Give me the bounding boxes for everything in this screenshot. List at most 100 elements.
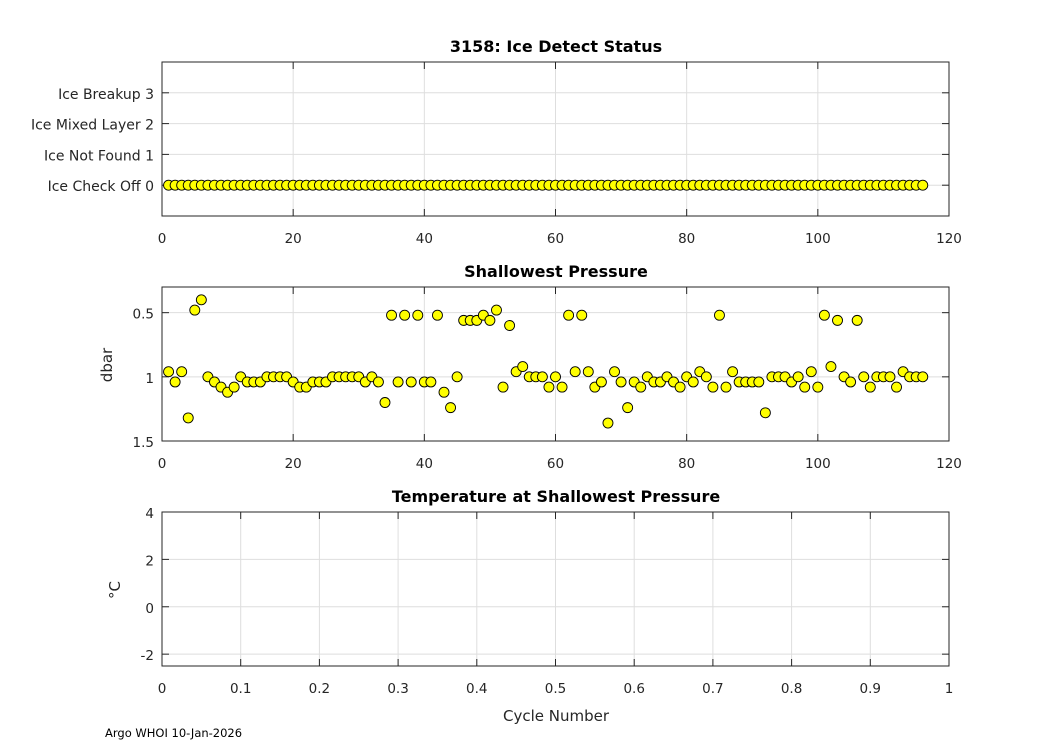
data-point — [576, 309, 588, 321]
x-tick-label: 40 — [416, 456, 433, 472]
data-point — [832, 314, 843, 326]
data-point — [497, 381, 509, 393]
data-point — [884, 371, 896, 383]
data-point — [812, 381, 824, 393]
data-point — [569, 366, 581, 378]
data-point — [792, 371, 804, 383]
y-tick-label: -2 — [141, 648, 154, 664]
data-point — [615, 376, 627, 388]
x-tick-label: 0 — [158, 231, 167, 247]
data-point — [438, 386, 450, 398]
data-point — [687, 376, 699, 388]
data-point — [700, 371, 712, 383]
x-tick-label: 60 — [547, 231, 564, 247]
data-point — [372, 376, 384, 388]
data-point — [195, 294, 207, 306]
data-point — [169, 376, 181, 388]
data-point — [582, 366, 594, 378]
x-tick-label: 80 — [678, 456, 695, 472]
data-point — [825, 361, 837, 373]
x-tick-label: 0.3 — [387, 681, 408, 697]
data-point — [484, 314, 496, 326]
data-point — [759, 407, 771, 419]
data-point — [805, 366, 817, 378]
data-point — [379, 397, 391, 408]
x-tick-label: 0.9 — [860, 681, 881, 697]
y-tick-label: Ice Not Found 1 — [44, 148, 154, 164]
data-point — [182, 412, 194, 424]
data-point — [714, 309, 725, 321]
x-tick-label: 120 — [936, 231, 962, 247]
data-point — [386, 309, 397, 321]
temperature-axes: Temperature at Shallowest Pressure °C Cy… — [106, 487, 953, 725]
data-point — [622, 402, 634, 414]
x-tick-label: 100 — [805, 456, 831, 472]
data-point — [504, 320, 516, 331]
temperature-ylabel: °C — [106, 581, 124, 599]
data-point — [543, 381, 555, 393]
data-point — [536, 371, 548, 383]
x-tick-label: 0.5 — [545, 681, 566, 697]
data-point — [412, 309, 424, 321]
data-point — [917, 371, 929, 383]
data-point — [707, 381, 719, 393]
data-point — [858, 371, 870, 383]
data-point — [189, 304, 201, 316]
x-tick-label: 0 — [158, 681, 167, 697]
data-point — [720, 381, 732, 393]
y-tick-label: 1.5 — [133, 435, 154, 451]
y-tick-label: 1 — [145, 371, 154, 387]
data-point — [445, 402, 457, 414]
data-point — [228, 381, 240, 393]
y-tick-label: 0 — [145, 601, 154, 617]
x-tick-label: 0.8 — [781, 681, 802, 697]
x-tick-label: 80 — [678, 231, 695, 247]
data-point — [491, 304, 502, 316]
x-tick-label: 120 — [936, 456, 962, 472]
data-point — [635, 381, 647, 393]
data-point — [799, 381, 811, 393]
data-point — [563, 309, 575, 321]
data-point — [517, 361, 529, 373]
data-point — [917, 179, 929, 191]
y-tick-label: 2 — [145, 553, 154, 569]
data-point — [674, 381, 686, 393]
data-point — [609, 366, 620, 378]
data-point — [753, 376, 765, 388]
data-point — [727, 366, 739, 378]
x-tick-label: 0.4 — [466, 681, 487, 697]
x-tick-label: 20 — [285, 456, 302, 472]
ice-detect-axes: 3158: Ice Detect Status 0 20 40 60 80 100 120 I… — [31, 37, 962, 247]
x-tick-label: 0.7 — [702, 681, 723, 697]
data-point — [399, 309, 411, 321]
data-point — [405, 376, 417, 388]
x-tick-label: 0.2 — [309, 681, 330, 697]
y-tick-label: Ice Check Off 0 — [48, 179, 154, 195]
pressure-ylabel: dbar — [98, 347, 116, 382]
data-point — [176, 366, 188, 378]
xlabel-cycle-number: Cycle Number — [503, 707, 610, 725]
pressure-title: Shallowest Pressure — [464, 262, 648, 281]
data-point — [845, 376, 857, 388]
footer-credit: Argo WHOI 10-Jan-2026 — [105, 726, 243, 740]
x-tick-label: 0.6 — [623, 681, 644, 697]
data-point — [818, 309, 830, 321]
x-tick-label: 60 — [547, 456, 564, 472]
x-tick-label: 1 — [945, 681, 954, 697]
x-tick-label: 100 — [805, 231, 831, 247]
data-point — [851, 314, 863, 326]
data-point — [163, 366, 175, 378]
data-point — [595, 376, 607, 388]
data-point — [602, 417, 614, 429]
data-point — [550, 371, 561, 383]
data-point — [392, 376, 404, 388]
ice-detect-title: 3158: Ice Detect Status — [450, 37, 662, 56]
data-point — [556, 381, 568, 393]
data-point — [451, 371, 463, 383]
data-point — [425, 376, 437, 388]
y-tick-label: Ice Mixed Layer 2 — [31, 118, 154, 134]
data-point — [864, 381, 876, 393]
shallowest-pressure-axes: Shallowest Pressure dbar 0 20 40 60 80 100 120… — [98, 262, 962, 472]
x-tick-label: 0.1 — [230, 681, 251, 697]
